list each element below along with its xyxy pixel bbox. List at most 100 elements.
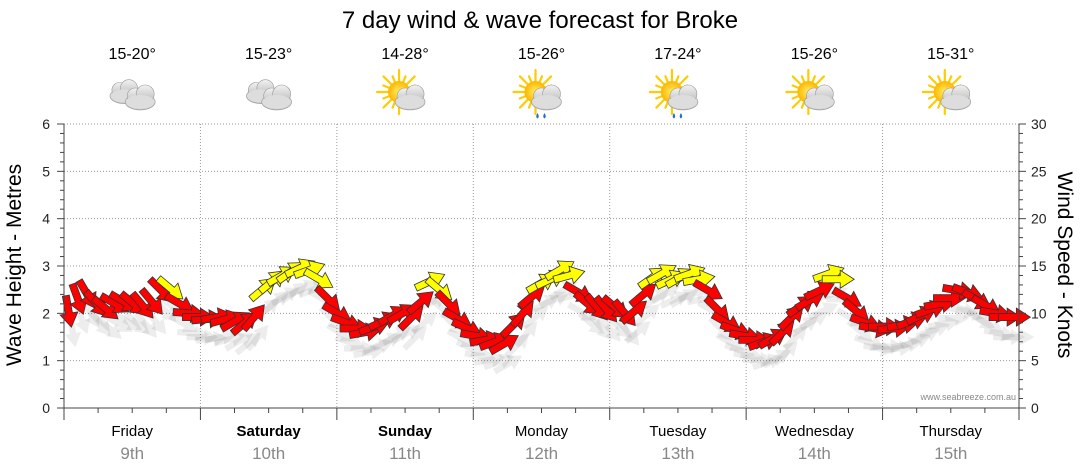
wind-arrow [129, 290, 154, 319]
wind-arrow-shadow [782, 325, 808, 351]
y-axis-title: Wave Height - Metres [3, 164, 26, 366]
wind-arrow-shadow [334, 334, 366, 352]
wind-arrow-shadow [168, 313, 198, 332]
wind-arrow-shadow [473, 351, 506, 368]
y-tick-label: 1 [42, 353, 50, 369]
wind-arrow-shadow [95, 315, 122, 339]
y-tick-label: 0 [42, 400, 50, 416]
wind-arrow [997, 307, 1032, 327]
day-name-label: Wednesday [775, 423, 854, 440]
day-date-label: 11th [389, 444, 421, 463]
y2-tick-label: 5 [1031, 353, 1039, 369]
day-name-label: Monday [515, 423, 569, 440]
wind-arrow-shadow [530, 295, 560, 314]
wind-arrow [240, 304, 265, 333]
wind-arrow-shadow [362, 338, 394, 356]
wind-arrow-shadow [521, 306, 549, 329]
wind-arrow-shadow [846, 318, 873, 342]
wind-arrow-shadow [669, 289, 699, 309]
day-name-label: Thursday [920, 423, 983, 440]
wind-arrow-shadow [410, 311, 438, 335]
wind-arrow-shadow [344, 340, 377, 357]
y-tick-label: 5 [42, 163, 50, 179]
wind-arrow-shadow [234, 332, 262, 356]
arrow-shadows [65, 279, 1035, 375]
wind-arrow-shadow [288, 279, 319, 298]
wind-arrow-shadow [381, 327, 412, 346]
wind-arrow-shadow [372, 332, 403, 351]
y2-axis-title: Wind Speed - Knots [1053, 172, 1076, 359]
wind-arrow [488, 334, 519, 356]
wind-arrows [59, 258, 1032, 356]
wind-arrow [682, 269, 716, 289]
wind-arrow-shadow [616, 319, 640, 346]
wind-arrow [405, 291, 434, 316]
day-name-label: Sunday [378, 423, 433, 440]
wind-arrow [552, 265, 586, 285]
day-date-label: 9th [120, 444, 144, 463]
partly-cloudy-icon [375, 68, 426, 116]
wind-arrow-shadow [483, 353, 515, 371]
wind-arrow-shadow [455, 338, 486, 357]
wind-arrow-shadow [993, 329, 1026, 346]
y-tick-label: 2 [42, 305, 50, 321]
wind-arrow-shadow [1002, 329, 1035, 346]
wind-arrow-shadow [492, 355, 523, 375]
cloudy-icon [109, 79, 156, 111]
wind-arrow-shadow [213, 330, 246, 347]
y-tick-label: 3 [42, 258, 50, 274]
temp-range-label: 15-26° [518, 46, 565, 63]
day-date-label: 15th [934, 444, 967, 463]
wind-arrow-shadow [464, 348, 497, 365]
day-date-label: 12th [525, 444, 558, 463]
wind-arrow-shadow [872, 338, 905, 355]
wind-arrow [692, 279, 723, 300]
wind-arrow-shadow [567, 301, 597, 321]
wind-arrow-shadow [439, 310, 465, 336]
wind-arrow [821, 269, 855, 289]
cloudy-icon [246, 79, 292, 111]
wind-arrow [302, 267, 334, 289]
wind-arrow-shadow [751, 353, 784, 371]
y2-tick-label: 20 [1031, 211, 1047, 227]
wind-arrow-shadow [853, 334, 886, 352]
wind-arrow-shadow [790, 316, 819, 338]
chart-title: 7 day wind & wave forecast for Broke [342, 7, 738, 34]
wind-arrow-shadow [715, 332, 745, 351]
wind-arrow-shadow [900, 332, 932, 350]
day-name-label: Tuesday [649, 423, 706, 440]
wind-arrow-shadow [733, 348, 766, 365]
wind-arrow-shadow [176, 325, 210, 342]
y2-tick-label: 10 [1031, 305, 1047, 321]
partly-cloudy-icon [921, 68, 972, 116]
wind-arrow [628, 283, 657, 308]
wind-arrow-shadow [773, 340, 798, 366]
partly-cloudy-showers-icon [512, 68, 562, 119]
temp-range-label: 17-24° [654, 46, 701, 63]
wind-arrow-shadow [927, 315, 960, 332]
wind-arrow-shadow [446, 328, 476, 348]
wind-arrow-shadow [204, 328, 237, 345]
y-tick-label: 4 [42, 211, 50, 227]
weather-icons [109, 68, 972, 119]
wind-arrow-shadow [514, 321, 538, 348]
wind-arrow-shadow [73, 303, 91, 335]
partly-cloudy-showers-icon [648, 68, 699, 119]
temp-range-label: 15-20° [109, 46, 156, 63]
wind-arrow-shadow [623, 321, 651, 345]
wind-arrow-shadow [270, 287, 300, 307]
wind-arrow-shadow [881, 340, 914, 357]
temp-range-label: 15-26° [791, 46, 838, 63]
wind-arrow-shadow [87, 309, 111, 337]
wind-arrow-shadow [641, 288, 670, 310]
day-date-label: 13th [661, 444, 694, 463]
wind-arrow-shadow [659, 291, 690, 309]
wind-arrow-shadow [123, 311, 150, 335]
wind-arrow-shadow [597, 315, 621, 342]
wind-arrow-shadow [965, 309, 996, 329]
wind-arrow-shadow [245, 324, 269, 352]
wind-arrow-shadow [633, 304, 660, 328]
wind-arrow-shadow [112, 311, 143, 330]
wind-arrow-shadow [798, 312, 829, 331]
